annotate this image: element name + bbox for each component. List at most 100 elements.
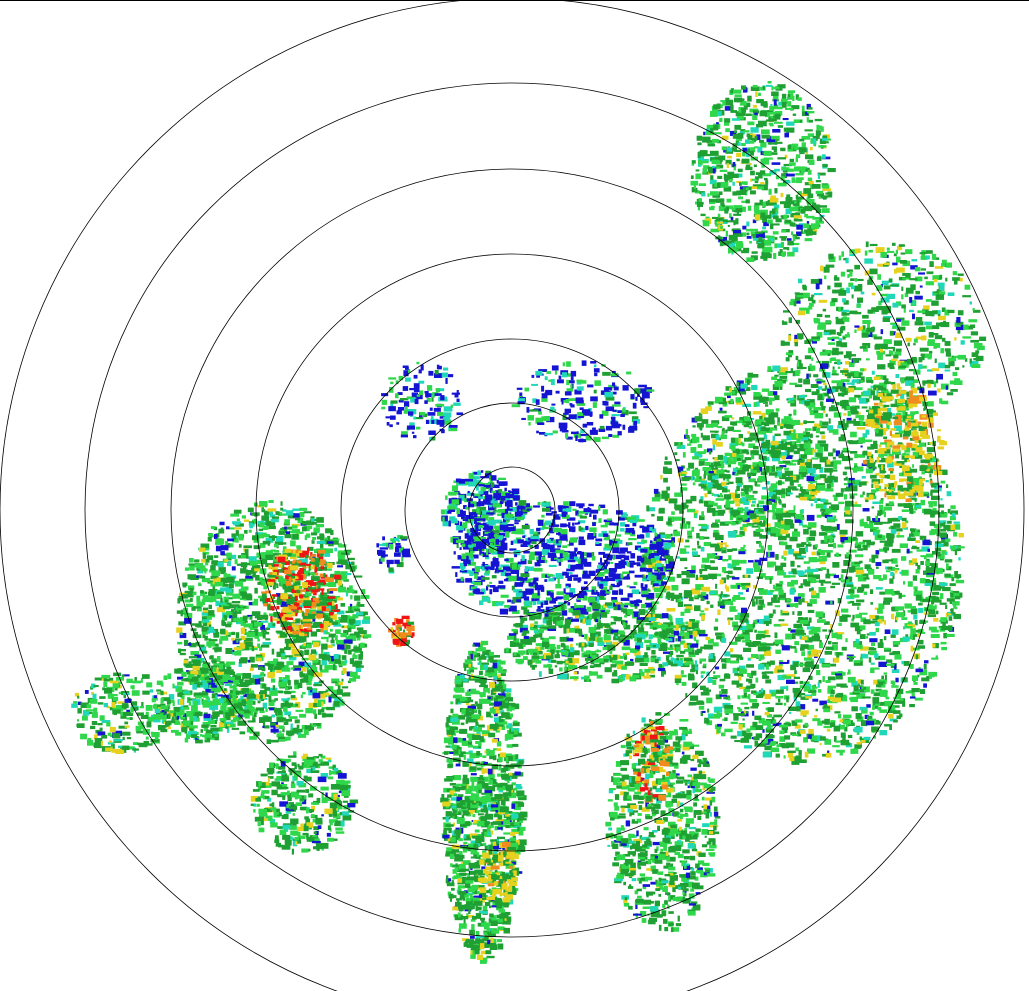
echo-cell xyxy=(765,430,773,434)
echo-cell xyxy=(700,408,709,415)
echo-cell xyxy=(756,99,764,104)
echo-cell xyxy=(794,596,801,602)
echo-cell xyxy=(866,704,871,708)
echo-cell xyxy=(941,337,946,342)
echo-cell xyxy=(771,692,777,697)
echo-cell xyxy=(828,418,831,424)
echo-cell xyxy=(909,533,914,537)
echo-cell xyxy=(713,529,719,536)
echo-cell xyxy=(923,570,927,575)
echo-cell xyxy=(881,454,888,457)
echo-cell xyxy=(871,726,879,732)
echo-cell xyxy=(762,226,766,230)
echo-cell xyxy=(341,655,347,660)
echo-cell xyxy=(848,656,853,662)
echo-cell xyxy=(286,676,290,682)
echo-cell xyxy=(785,107,793,110)
echo-cell xyxy=(648,507,656,512)
echo-cell xyxy=(731,147,737,152)
echo-cell xyxy=(736,190,743,194)
echo-cell xyxy=(778,589,784,595)
echo-cell xyxy=(666,575,669,579)
echo-cell xyxy=(701,524,709,530)
echo-cell xyxy=(330,529,334,536)
echo-cell xyxy=(800,583,803,588)
echo-cell xyxy=(892,262,898,266)
echo-cell xyxy=(738,190,747,195)
echo-cell xyxy=(308,702,318,708)
echo-cell xyxy=(869,631,876,636)
echo-cell xyxy=(838,392,845,397)
echo-cell xyxy=(692,425,696,428)
echo-cell xyxy=(834,275,838,280)
echo-cell xyxy=(698,183,706,186)
echo-cell xyxy=(818,549,822,553)
echo-cell xyxy=(708,573,717,579)
echo-cell xyxy=(835,673,842,676)
echo-cell xyxy=(785,208,792,215)
echo-cell xyxy=(790,579,798,585)
echo-cell xyxy=(236,518,240,521)
echo-cell xyxy=(859,646,869,651)
echo-cell xyxy=(935,294,944,300)
echo-cell xyxy=(799,635,802,640)
echo-cell xyxy=(877,619,883,624)
echo-cell xyxy=(815,558,822,562)
echo-cell xyxy=(841,423,849,428)
echo-cell xyxy=(201,626,209,632)
echo-cell xyxy=(721,663,727,669)
echo-cell xyxy=(890,566,895,571)
echo-cell xyxy=(789,222,796,227)
echo-cell xyxy=(862,491,865,496)
echo-cell xyxy=(900,362,909,368)
echo-cell xyxy=(674,678,682,684)
echo-cell xyxy=(794,218,799,222)
echo-cell xyxy=(805,230,813,236)
echo-cell xyxy=(912,464,915,468)
echo-cell xyxy=(302,526,307,532)
echo-cell xyxy=(267,625,276,628)
echo-cell xyxy=(888,713,894,719)
echo-cell xyxy=(923,663,927,670)
echo-cell xyxy=(889,413,896,416)
echo-cell xyxy=(803,420,807,425)
echo-cell xyxy=(318,691,327,695)
echo-cell xyxy=(765,404,769,407)
echo-cell xyxy=(874,450,881,454)
echo-cell xyxy=(775,175,780,180)
echo-cell xyxy=(947,309,955,314)
echo-cell xyxy=(219,602,222,608)
echo-cell xyxy=(898,366,906,370)
echo-cell xyxy=(725,503,731,509)
echo-cell xyxy=(846,420,856,424)
echo-cell xyxy=(789,206,799,212)
echo-cell xyxy=(690,495,697,502)
echo-cell xyxy=(850,622,859,628)
echo-cell xyxy=(776,598,786,601)
echo-cell xyxy=(817,172,826,176)
echo-cell xyxy=(762,751,772,758)
echo-cell xyxy=(896,267,905,273)
echo-cell xyxy=(705,216,710,220)
echo-cell xyxy=(830,720,836,724)
echo-cell xyxy=(753,736,760,741)
echo-cell xyxy=(797,359,802,365)
echo-cell xyxy=(678,442,681,448)
echo-cell xyxy=(875,247,885,253)
echo-cell xyxy=(760,101,767,106)
echo-cell xyxy=(671,585,679,591)
echo-cell xyxy=(724,415,733,418)
echo-cell xyxy=(786,603,793,606)
echo-cell xyxy=(748,140,755,144)
echo-cell xyxy=(878,603,885,610)
echo-cell xyxy=(819,579,826,583)
echo-cell xyxy=(679,557,688,562)
echo-cell xyxy=(210,655,214,659)
echo-cell xyxy=(806,537,809,543)
echo-cell xyxy=(775,243,783,248)
echo-cell xyxy=(941,400,949,405)
echo-cell xyxy=(316,540,326,544)
echo-cell xyxy=(752,110,759,114)
echo-cell xyxy=(772,609,776,614)
echo-cell xyxy=(706,131,715,136)
